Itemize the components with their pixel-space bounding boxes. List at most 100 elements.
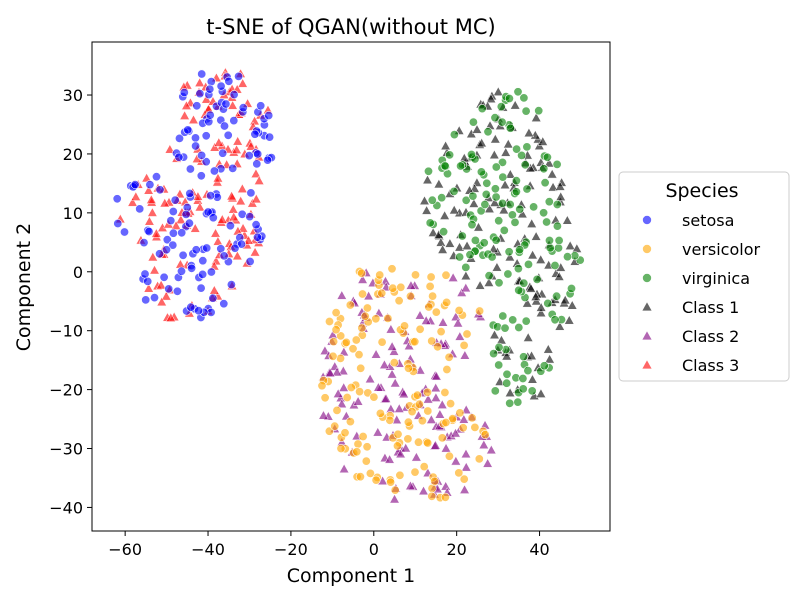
point-versicolor [357, 268, 367, 278]
point-virginica [523, 259, 533, 269]
point-class-2 [372, 427, 384, 437]
point-class-2 [437, 399, 448, 409]
point-virginica [539, 164, 549, 174]
point-versicolor [436, 327, 446, 337]
point-versicolor [459, 340, 469, 350]
point-class-2 [482, 458, 493, 468]
point-virginica [499, 225, 509, 235]
point-versicolor [358, 431, 368, 441]
point-class-2 [460, 282, 472, 293]
point-virginica [511, 187, 521, 197]
point-setosa [206, 267, 216, 277]
point-class-1 [444, 238, 456, 248]
point-virginica [449, 130, 459, 140]
point-setosa [140, 269, 150, 279]
point-class-1 [489, 197, 500, 207]
point-class-3 [212, 172, 224, 183]
point-class-1 [476, 137, 487, 148]
point-versicolor [342, 392, 352, 402]
point-class-1 [498, 204, 510, 215]
point-setosa [185, 164, 195, 174]
point-virginica [482, 178, 492, 188]
point-class-2 [458, 414, 470, 424]
point-virginica [512, 144, 522, 154]
point-class-1 [544, 353, 555, 364]
point-versicolor [377, 288, 387, 298]
point-setosa [264, 111, 274, 121]
x-axis-label: Component 1 [287, 565, 415, 587]
point-class-2 [411, 451, 422, 462]
point-class-1 [422, 174, 433, 185]
point-setosa [226, 280, 236, 290]
point-class-2 [420, 315, 432, 325]
point-versicolor [330, 421, 340, 431]
point-class-1 [501, 350, 512, 361]
point-class-2 [394, 403, 405, 413]
point-setosa [139, 238, 149, 248]
point-virginica [466, 150, 476, 160]
x-tick-label: 40 [529, 540, 549, 559]
point-setosa [251, 220, 261, 230]
point-class-2 [338, 365, 349, 376]
point-virginica [505, 123, 515, 133]
point-setosa [197, 150, 207, 160]
point-versicolor [336, 443, 346, 453]
point-setosa [205, 110, 215, 120]
point-virginica [518, 373, 528, 383]
point-virginica [445, 150, 455, 160]
point-versicolor [412, 390, 422, 400]
point-class-3 [147, 251, 159, 262]
point-virginica [481, 189, 491, 199]
point-setosa [221, 99, 231, 109]
point-class-1 [522, 297, 533, 308]
y-tick-label: −20 [49, 381, 83, 400]
point-virginica [498, 311, 508, 321]
point-class-1 [554, 321, 566, 331]
point-setosa [152, 172, 162, 182]
point-virginica [468, 117, 478, 127]
point-class-3 [188, 114, 199, 124]
point-versicolor [459, 474, 469, 484]
point-virginica [425, 218, 435, 228]
point-setosa [177, 228, 187, 238]
point-virginica [497, 198, 507, 208]
point-setosa [168, 207, 178, 217]
point-setosa [253, 149, 263, 159]
point-virginica [566, 283, 576, 293]
point-virginica [519, 278, 529, 288]
point-versicolor [369, 392, 379, 402]
point-versicolor [426, 272, 436, 282]
point-virginica [490, 184, 500, 194]
point-versicolor [433, 342, 443, 352]
point-setosa [245, 256, 255, 266]
point-class-3 [164, 144, 176, 154]
point-virginica [520, 160, 530, 170]
point-class-1 [460, 270, 472, 281]
point-setosa [191, 133, 201, 143]
point-class-2 [391, 414, 402, 424]
x-tick-label: −20 [274, 540, 308, 559]
point-versicolor [407, 407, 417, 417]
point-class-2 [388, 346, 400, 356]
point-virginica [490, 386, 500, 396]
point-class-1 [543, 157, 555, 168]
point-versicolor [392, 441, 402, 451]
point-class-1 [471, 124, 483, 134]
point-versicolor [371, 475, 381, 485]
point-virginica [513, 87, 523, 97]
point-versicolor [345, 417, 355, 427]
point-virginica [534, 106, 544, 116]
point-versicolor [355, 387, 365, 397]
point-versicolor [362, 442, 372, 452]
point-class-1 [440, 140, 451, 151]
point-class-1 [491, 262, 503, 272]
point-class-2 [450, 427, 461, 438]
point-setosa [195, 89, 205, 99]
point-versicolor [403, 434, 413, 444]
point-versicolor [386, 477, 396, 487]
point-class-1 [439, 210, 450, 220]
point-class-1 [494, 376, 506, 386]
point-setosa [237, 209, 247, 219]
point-versicolor [396, 282, 406, 292]
point-versicolor [455, 408, 465, 418]
